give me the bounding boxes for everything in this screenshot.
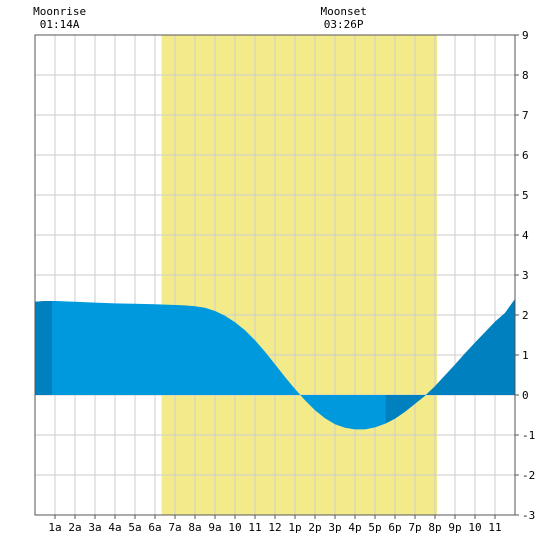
x-tick-label: 3p [328,521,341,534]
x-tick-label: 10 [228,521,241,534]
x-tick-label: 6p [388,521,401,534]
tide-series-night-segment [385,384,438,424]
y-tick-label: 3 [522,269,529,282]
x-tick-label: 3a [88,521,101,534]
x-tick-label: 9a [208,521,221,534]
y-tick-label: 5 [522,189,529,202]
y-tick-label: 2 [522,309,529,322]
y-axis-ticks: 9 8 7 6 5 4 3 2 1 0 -1 -2 -3 [515,29,535,522]
y-tick-label: -3 [522,509,535,522]
moonset-label: Moonset [320,5,366,18]
moonrise-label: Moonrise [33,5,86,18]
x-tick-label: 9p [448,521,461,534]
y-tick-label: 7 [522,109,529,122]
y-tick-label: 4 [522,229,529,242]
tide-series-night-segment [437,299,515,395]
x-tick-label: 12 [268,521,281,534]
tide-area [35,299,515,430]
x-tick-label: 1p [288,521,301,534]
moonrise-time: 01:14A [40,18,80,31]
y-tick-label: 9 [522,29,529,42]
x-tick-label: 1a [48,521,61,534]
tide-series-night-segment [35,301,52,395]
y-tick-label: 1 [522,349,529,362]
y-tick-label: -2 [522,469,535,482]
x-tick-label: 5p [368,521,381,534]
y-tick-label: 8 [522,69,529,82]
x-tick-label: 11 [488,521,501,534]
x-tick-label: 11 [248,521,261,534]
x-axis-ticks: 1a 2a 3a 4a 5a 6a 7a 8a 9a 10 11 12 1p 2p 3p 4p 5p 6p 7p 8p… [48,515,502,534]
x-tick-label: 4a [108,521,121,534]
x-tick-label: 5a [128,521,141,534]
x-tick-label: 8p [428,521,441,534]
x-tick-label: 8a [188,521,201,534]
x-tick-label: 7a [168,521,181,534]
x-tick-label: 10 [468,521,481,534]
y-tick-label: 0 [522,389,529,402]
moon-info: Moonrise 01:14A Moonset 03:26P [33,5,367,31]
axes: 1a 2a 3a 4a 5a 6a 7a 8a 9a 10 11 12 1p 2p 3p 4p 5p 6p 7p 8p… [48,29,535,534]
x-tick-label: 4p [348,521,361,534]
moonset-time: 03:26P [324,18,364,31]
x-tick-label: 2p [308,521,321,534]
y-tick-label: 6 [522,149,529,162]
x-tick-label: 2a [68,521,81,534]
x-tick-label: 7p [408,521,421,534]
y-tick-label: -1 [522,429,535,442]
x-tick-label: 6a [148,521,161,534]
